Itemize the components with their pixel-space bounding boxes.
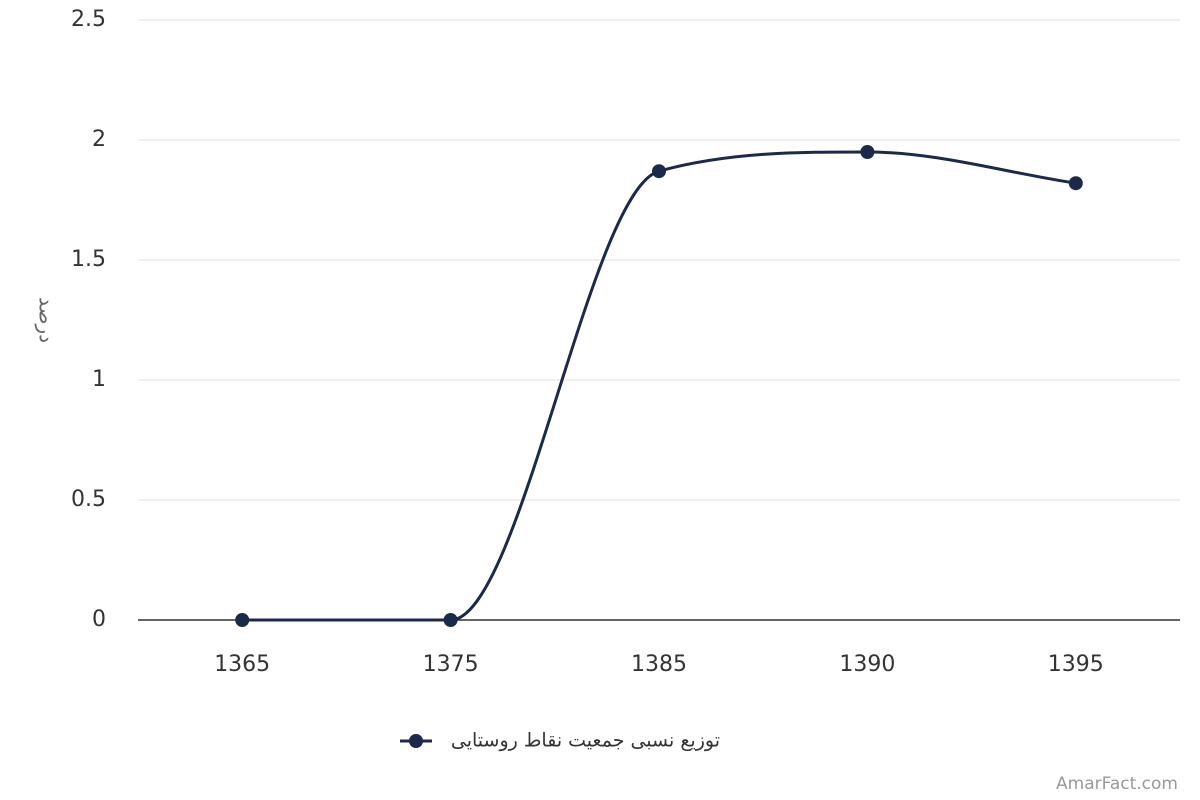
y-tick-label: 1 bbox=[92, 367, 106, 392]
point bbox=[860, 145, 875, 159]
point bbox=[652, 164, 666, 179]
legend-label[interactable]: توزیع نسبی جمعیت نقاط روستایی bbox=[451, 730, 720, 752]
x-tick-label: 1390 bbox=[839, 652, 895, 677]
point bbox=[1068, 176, 1083, 191]
y-tick-label: 2 bbox=[92, 127, 106, 152]
point bbox=[443, 613, 458, 627]
point bbox=[235, 613, 250, 627]
x-tick-label: 1385 bbox=[631, 652, 687, 677]
legend-marker bbox=[409, 734, 423, 748]
y-tick-label: 0 bbox=[92, 607, 106, 632]
y-axis-label: درصد bbox=[35, 297, 59, 343]
credit[interactable]: AmarFact.com bbox=[1056, 774, 1178, 794]
y-tick-label: 0.5 bbox=[71, 487, 106, 512]
y-tick-label: 1.5 bbox=[71, 247, 106, 272]
y-tick-label: 2.5 bbox=[71, 7, 106, 32]
x-tick-label: 1365 bbox=[214, 652, 270, 677]
x-tick-label: 1395 bbox=[1048, 652, 1104, 677]
line bbox=[242, 150, 1077, 622]
x-tick-label: 1375 bbox=[423, 652, 479, 677]
